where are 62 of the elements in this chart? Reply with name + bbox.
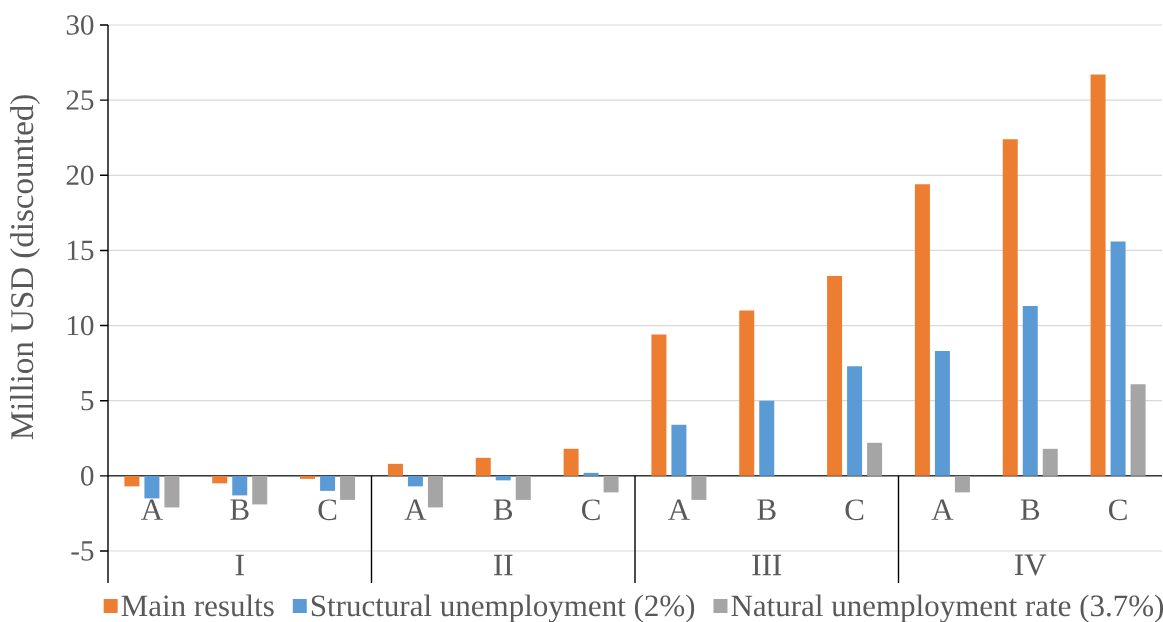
x-tick-label: B <box>1020 499 1040 520</box>
bar <box>1110 241 1126 476</box>
bar <box>300 475 316 479</box>
bar <box>1130 384 1146 476</box>
x-tick-label: B <box>757 499 776 520</box>
bar <box>387 463 403 476</box>
y-tick-label: -5 <box>71 541 94 561</box>
bar <box>124 475 140 487</box>
legend-label: Natural unemployment rate (3.7%) <box>731 594 1163 622</box>
x-tick-label: B <box>230 499 249 520</box>
text: IV <box>1015 554 1047 576</box>
bar <box>739 310 755 476</box>
x-tick-label: A <box>141 499 163 520</box>
bar <box>1022 306 1038 476</box>
bar <box>603 475 619 493</box>
bar <box>759 400 775 476</box>
bar <box>164 475 180 508</box>
y-tick-label: 30 <box>66 15 94 35</box>
bar <box>340 475 356 500</box>
y-tick-label: 0 <box>81 466 94 486</box>
bar <box>475 457 491 476</box>
bar <box>427 475 443 508</box>
x-tick-label: C <box>1109 499 1127 521</box>
text: III <box>752 554 782 576</box>
x-tick-label: A <box>931 499 954 520</box>
bar <box>563 448 579 476</box>
y-tick-label: 25 <box>66 90 94 110</box>
text: I <box>235 554 244 576</box>
x-tick-label: C <box>845 499 864 521</box>
y-tick-label: 5 <box>81 391 94 411</box>
bar <box>583 472 599 476</box>
bar <box>1042 448 1058 476</box>
bar <box>252 475 268 505</box>
x-tick-label: A <box>404 499 427 520</box>
x-tick-label: B <box>493 499 513 520</box>
bar <box>651 334 667 476</box>
text: II <box>494 554 513 576</box>
y-axis-title: Million USD (discounted) <box>10 95 41 440</box>
x-tick-label: A <box>668 499 690 520</box>
bar <box>847 366 863 476</box>
bar <box>867 442 883 476</box>
bar <box>212 475 228 484</box>
y-tick-label: 15 <box>68 240 94 261</box>
bar <box>407 475 423 487</box>
bar <box>144 475 160 499</box>
y-tick-label: 20 <box>66 165 94 186</box>
bar <box>232 475 248 496</box>
bar <box>515 475 531 500</box>
bar <box>691 475 707 500</box>
x-tick-label: C <box>318 499 337 521</box>
bar <box>320 475 336 491</box>
bar <box>1002 139 1018 476</box>
y-tick-label: 10 <box>68 315 94 336</box>
bar <box>954 475 970 493</box>
bar <box>934 351 950 476</box>
legend-label: Main results <box>121 594 274 617</box>
legend-label: Structural unemployment (2%) <box>311 594 695 622</box>
bar <box>1090 74 1106 476</box>
bar <box>827 275 843 476</box>
bar <box>914 184 930 476</box>
x-tick-label: C <box>582 499 600 521</box>
bar <box>671 424 687 476</box>
